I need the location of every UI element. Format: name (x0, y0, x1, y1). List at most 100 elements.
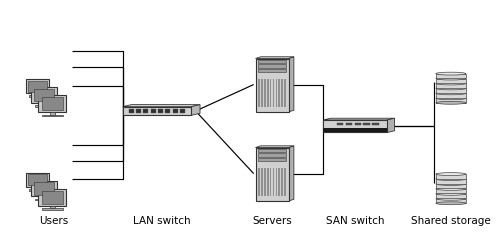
FancyBboxPatch shape (258, 64, 286, 68)
FancyBboxPatch shape (28, 81, 46, 92)
Ellipse shape (436, 192, 466, 195)
Polygon shape (256, 146, 294, 147)
FancyBboxPatch shape (28, 174, 46, 185)
FancyBboxPatch shape (436, 79, 466, 83)
FancyBboxPatch shape (32, 181, 58, 196)
FancyBboxPatch shape (261, 79, 263, 107)
FancyBboxPatch shape (436, 179, 466, 184)
FancyBboxPatch shape (284, 79, 286, 107)
FancyBboxPatch shape (278, 168, 280, 196)
Polygon shape (122, 105, 200, 107)
FancyBboxPatch shape (264, 79, 266, 107)
FancyBboxPatch shape (278, 79, 280, 107)
FancyBboxPatch shape (258, 69, 286, 72)
FancyBboxPatch shape (436, 189, 466, 193)
Polygon shape (191, 105, 200, 115)
FancyBboxPatch shape (42, 115, 63, 116)
FancyBboxPatch shape (264, 168, 266, 196)
Ellipse shape (436, 173, 466, 175)
FancyBboxPatch shape (50, 112, 55, 115)
FancyBboxPatch shape (128, 110, 134, 113)
FancyBboxPatch shape (346, 123, 352, 125)
FancyBboxPatch shape (436, 83, 466, 88)
Ellipse shape (436, 187, 466, 190)
Ellipse shape (436, 97, 466, 100)
FancyBboxPatch shape (276, 79, 278, 107)
FancyBboxPatch shape (282, 168, 283, 196)
FancyBboxPatch shape (42, 103, 46, 105)
FancyBboxPatch shape (36, 93, 40, 96)
FancyBboxPatch shape (173, 110, 178, 113)
FancyBboxPatch shape (256, 58, 288, 112)
FancyBboxPatch shape (436, 88, 466, 93)
Polygon shape (387, 118, 394, 133)
Text: Shared storage: Shared storage (411, 216, 491, 226)
FancyBboxPatch shape (258, 153, 286, 157)
FancyBboxPatch shape (267, 79, 268, 107)
FancyBboxPatch shape (258, 149, 286, 152)
FancyBboxPatch shape (436, 98, 466, 103)
FancyBboxPatch shape (42, 208, 63, 210)
FancyBboxPatch shape (26, 79, 50, 93)
FancyBboxPatch shape (261, 168, 263, 196)
Ellipse shape (436, 182, 466, 185)
FancyBboxPatch shape (34, 199, 54, 200)
FancyBboxPatch shape (270, 79, 272, 107)
FancyBboxPatch shape (258, 168, 260, 196)
Text: Servers: Servers (252, 216, 292, 226)
FancyBboxPatch shape (337, 123, 344, 125)
FancyBboxPatch shape (436, 174, 466, 179)
FancyBboxPatch shape (258, 79, 260, 107)
FancyBboxPatch shape (436, 194, 466, 198)
FancyBboxPatch shape (36, 187, 40, 189)
Ellipse shape (436, 202, 466, 205)
FancyBboxPatch shape (34, 182, 54, 195)
FancyBboxPatch shape (42, 97, 63, 110)
FancyBboxPatch shape (28, 189, 46, 191)
FancyBboxPatch shape (372, 123, 378, 125)
FancyBboxPatch shape (42, 191, 63, 204)
FancyBboxPatch shape (256, 147, 288, 201)
FancyBboxPatch shape (436, 184, 466, 188)
FancyBboxPatch shape (354, 123, 361, 125)
Polygon shape (256, 57, 294, 58)
Text: LAN switch: LAN switch (133, 216, 190, 226)
FancyBboxPatch shape (144, 110, 148, 113)
Polygon shape (288, 57, 294, 112)
FancyBboxPatch shape (272, 168, 274, 196)
FancyBboxPatch shape (26, 172, 50, 187)
Ellipse shape (436, 197, 466, 200)
FancyBboxPatch shape (50, 206, 55, 208)
FancyBboxPatch shape (436, 74, 466, 78)
Ellipse shape (436, 77, 466, 80)
Ellipse shape (436, 101, 466, 104)
FancyBboxPatch shape (276, 168, 278, 196)
FancyBboxPatch shape (32, 87, 58, 103)
Ellipse shape (436, 72, 466, 75)
FancyBboxPatch shape (436, 199, 466, 203)
Polygon shape (288, 146, 294, 201)
Ellipse shape (436, 87, 466, 90)
FancyBboxPatch shape (38, 95, 66, 112)
FancyBboxPatch shape (436, 93, 466, 98)
FancyBboxPatch shape (282, 79, 283, 107)
Polygon shape (324, 118, 394, 120)
FancyBboxPatch shape (34, 89, 54, 101)
FancyBboxPatch shape (324, 120, 387, 133)
FancyBboxPatch shape (166, 110, 170, 113)
FancyBboxPatch shape (364, 123, 370, 125)
FancyBboxPatch shape (267, 168, 268, 196)
FancyBboxPatch shape (136, 110, 141, 113)
FancyBboxPatch shape (158, 110, 163, 113)
Text: SAN switch: SAN switch (326, 216, 384, 226)
FancyBboxPatch shape (258, 158, 286, 161)
FancyBboxPatch shape (122, 107, 191, 115)
FancyBboxPatch shape (28, 96, 46, 97)
FancyBboxPatch shape (272, 79, 274, 107)
FancyBboxPatch shape (270, 168, 272, 196)
FancyBboxPatch shape (38, 189, 66, 206)
Ellipse shape (436, 82, 466, 85)
FancyBboxPatch shape (42, 196, 46, 199)
FancyBboxPatch shape (324, 128, 387, 133)
FancyBboxPatch shape (258, 60, 286, 63)
